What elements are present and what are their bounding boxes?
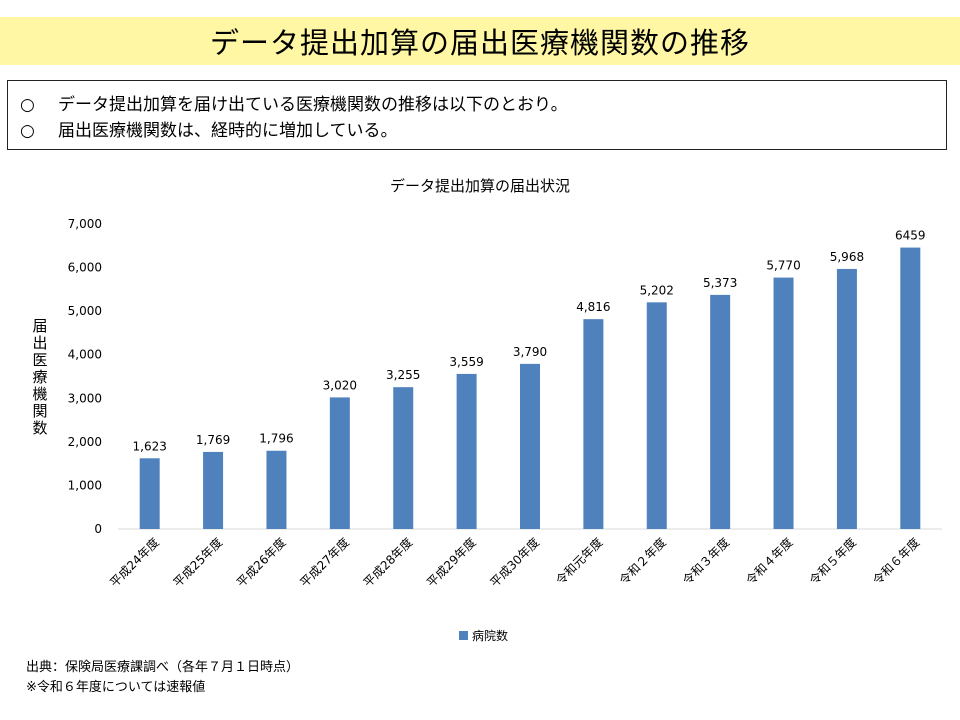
data-label: 1,623 <box>133 439 167 453</box>
data-label: 5,968 <box>830 250 864 264</box>
data-label: 3,790 <box>513 345 547 359</box>
data-label: 3,255 <box>386 368 420 382</box>
y-tick-label: 1,000 <box>68 478 102 492</box>
bullet-circle: ○ <box>20 121 35 141</box>
bullet-circle: ○ <box>20 95 35 115</box>
data-label: 5,202 <box>640 283 674 297</box>
y-tick-label: 0 <box>94 522 102 536</box>
bar <box>773 277 794 529</box>
bar <box>900 247 921 529</box>
x-tick-label: 平成25年度 <box>170 535 225 590</box>
data-label: 1,796 <box>259 432 293 446</box>
data-label: 1,769 <box>196 433 230 447</box>
bar <box>329 397 350 529</box>
y-tick-label: 4,000 <box>68 348 102 362</box>
bar <box>710 294 731 529</box>
data-label: 3,559 <box>449 355 483 369</box>
bar <box>203 451 224 529</box>
x-tick-label: 令和３年度 <box>679 535 732 588</box>
x-tick-label: 令和５年度 <box>806 535 859 588</box>
legend-label: 病院数 <box>472 629 509 643</box>
bar <box>266 450 287 529</box>
bar <box>646 302 667 529</box>
page-title-banner: データ提出加算の届出医療機関数の推移 <box>0 17 960 65</box>
bar <box>393 387 414 529</box>
x-tick-label: 令和元年度 <box>552 535 605 588</box>
legend-swatch <box>459 631 468 640</box>
bar <box>456 373 477 529</box>
summary-text: データ提出加算を届け出ている医療機関数の推移は以下のとおり。 <box>58 95 568 115</box>
data-label: 5,770 <box>766 259 800 273</box>
summary-box: ○ データ提出加算を届け出ている医療機関数の推移は以下のとおり。 ○ 届出医療機関数… <box>7 80 947 150</box>
data-label: 3,020 <box>323 378 357 392</box>
x-tick-label: 令和２年度 <box>616 535 669 588</box>
bar <box>836 268 857 529</box>
summary-line: ○ 届出医療機関数は、経時的に増加している。 <box>20 116 398 141</box>
x-tick-label: 平成27年度 <box>297 535 352 590</box>
x-tick-label: 令和６年度 <box>869 535 922 588</box>
data-label: 5,373 <box>703 276 737 290</box>
x-tick-label: 平成24年度 <box>106 535 161 590</box>
x-tick-label: 令和４年度 <box>743 535 796 588</box>
x-tick-label: 平成30年度 <box>487 535 542 590</box>
x-tick-label: 平成29年度 <box>423 535 478 590</box>
bar <box>139 458 160 529</box>
x-tick-label: 平成28年度 <box>360 535 415 590</box>
y-axis-label: 届出医療機関数 <box>32 317 48 437</box>
y-tick-label: 3,000 <box>68 391 102 405</box>
source-note: 出典：保険局医療課調べ（各年７月１日時点） <box>26 660 300 675</box>
y-tick-label: 5,000 <box>68 304 102 318</box>
y-tick-label: 6,000 <box>68 261 102 275</box>
chart-title: データ提出加算の届出状況 <box>389 177 570 195</box>
y-tick-label: 2,000 <box>68 435 102 449</box>
data-label: 4,816 <box>576 300 610 314</box>
y-tick-label: 7,000 <box>68 217 102 231</box>
page-title: データ提出加算の届出医療機関数の推移 <box>209 26 750 60</box>
summary-text: 届出医療機関数は、経時的に増加している。 <box>58 121 398 141</box>
summary-line: ○ データ提出加算を届け出ている医療機関数の推移は以下のとおり。 <box>20 90 568 115</box>
bar-chart: 0 1,000 2,000 3,000 4,000 5,000 6,000 7,000 1,62… <box>68 217 942 590</box>
bar <box>520 363 540 529</box>
provisional-note: ※令和６年度については速報値 <box>26 680 206 695</box>
data-label: 6459 <box>895 229 926 243</box>
x-tick-label: 平成26年度 <box>233 535 288 590</box>
bar <box>583 319 604 529</box>
legend: 病院数 <box>459 627 508 644</box>
